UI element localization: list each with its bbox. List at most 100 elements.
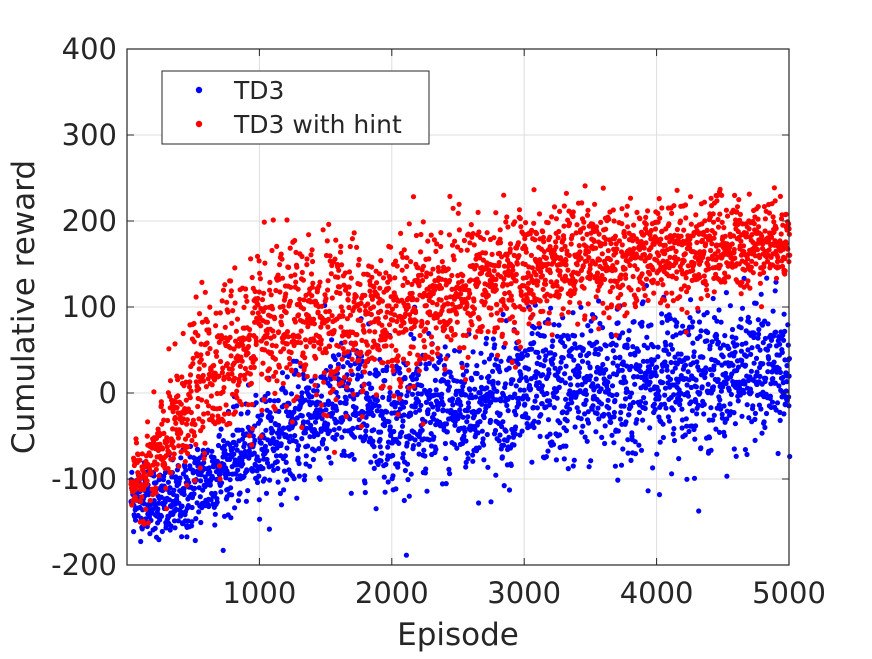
data-point xyxy=(388,335,393,340)
data-point xyxy=(558,366,563,371)
data-point xyxy=(404,393,409,398)
data-point xyxy=(302,473,307,478)
data-point xyxy=(693,423,698,428)
data-point xyxy=(561,224,566,229)
data-point xyxy=(298,340,303,345)
data-point xyxy=(671,392,676,397)
data-point xyxy=(274,343,279,348)
data-point xyxy=(242,377,247,382)
data-point xyxy=(728,303,733,308)
data-point xyxy=(267,398,272,403)
data-point xyxy=(665,330,670,335)
data-point xyxy=(576,409,581,414)
data-point xyxy=(551,322,556,327)
data-point xyxy=(481,442,486,447)
data-point xyxy=(283,390,288,395)
data-point xyxy=(360,388,365,393)
data-point xyxy=(506,435,511,440)
data-point xyxy=(218,359,223,364)
data-point xyxy=(541,287,546,292)
data-point xyxy=(364,423,369,428)
data-point xyxy=(585,213,590,218)
data-point xyxy=(344,397,349,402)
data-point xyxy=(732,256,737,261)
data-point xyxy=(284,404,289,409)
data-point xyxy=(648,322,653,327)
data-point xyxy=(192,433,197,438)
data-point xyxy=(705,228,710,233)
data-point xyxy=(325,324,330,329)
data-point xyxy=(710,417,715,422)
data-point xyxy=(503,219,508,224)
data-point xyxy=(451,206,456,211)
data-point xyxy=(497,369,502,374)
data-point xyxy=(328,364,333,369)
data-point xyxy=(647,380,652,385)
data-point xyxy=(552,352,557,357)
data-point xyxy=(405,361,410,366)
data-point xyxy=(620,368,625,373)
data-point xyxy=(192,478,197,483)
data-point xyxy=(288,299,293,304)
data-point xyxy=(379,323,384,328)
data-point xyxy=(476,280,481,285)
data-point xyxy=(500,454,505,459)
data-point xyxy=(522,388,527,393)
data-point xyxy=(723,234,728,239)
data-point xyxy=(297,474,302,479)
data-point xyxy=(636,287,641,292)
data-point xyxy=(768,394,773,399)
data-point xyxy=(268,410,273,415)
data-point xyxy=(497,438,502,443)
data-point xyxy=(203,290,208,295)
data-point xyxy=(669,360,674,365)
data-point xyxy=(401,451,406,456)
data-point xyxy=(778,370,783,375)
data-point xyxy=(371,444,376,449)
data-point xyxy=(709,241,714,246)
data-point xyxy=(200,419,205,424)
data-point xyxy=(201,373,206,378)
data-point xyxy=(410,291,415,296)
data-point xyxy=(540,383,545,388)
data-point xyxy=(600,301,605,306)
data-point xyxy=(418,232,423,237)
data-point xyxy=(196,386,201,391)
data-point xyxy=(396,353,401,358)
data-point xyxy=(330,295,335,300)
data-point xyxy=(267,288,272,293)
data-point xyxy=(530,331,535,336)
data-point xyxy=(395,412,400,417)
data-point xyxy=(628,458,633,463)
data-point xyxy=(598,347,603,352)
data-point xyxy=(189,389,194,394)
data-point xyxy=(384,409,389,414)
data-point xyxy=(434,366,439,371)
data-point xyxy=(716,307,721,312)
data-point xyxy=(279,322,284,327)
data-point xyxy=(509,359,514,364)
data-point xyxy=(703,365,708,370)
data-point xyxy=(492,268,497,273)
data-point xyxy=(377,286,382,291)
data-point xyxy=(511,442,516,447)
data-point xyxy=(432,412,437,417)
data-point xyxy=(518,345,523,350)
data-point xyxy=(711,220,716,225)
data-point xyxy=(607,315,612,320)
data-point xyxy=(253,393,258,398)
data-point xyxy=(546,321,551,326)
data-point xyxy=(183,468,188,473)
data-point xyxy=(544,391,549,396)
data-point xyxy=(745,402,750,407)
data-point xyxy=(392,275,397,280)
data-point xyxy=(724,208,729,213)
data-point xyxy=(379,458,384,463)
data-point xyxy=(754,356,759,361)
data-point xyxy=(420,278,425,283)
data-point xyxy=(741,390,746,395)
data-point xyxy=(371,304,376,309)
data-point xyxy=(712,231,717,236)
data-point xyxy=(362,369,367,374)
data-point xyxy=(260,466,265,471)
